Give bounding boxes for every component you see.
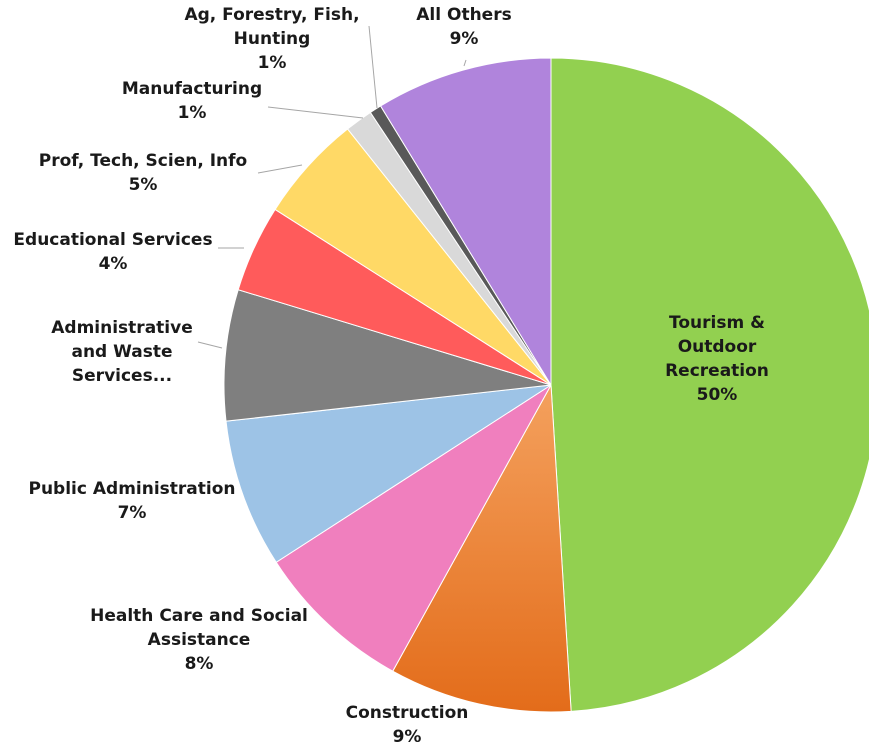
category-label: Manufacturing (122, 79, 262, 99)
category-label: Services... (72, 366, 172, 386)
data-label-all-others: All Others 9% (416, 5, 511, 49)
pie-slice-health-care-and-social-assistance (275, 384, 552, 672)
pie-slice-construction (392, 383, 572, 713)
leader-line (197, 341, 223, 349)
category-label: Tourism & (669, 313, 765, 333)
category-label: Educational Services (13, 230, 212, 250)
category-label: All Others (416, 5, 511, 25)
category-label: and Waste (71, 342, 172, 362)
data-label-prof-tech-scien-info: Prof, Tech, Scien, Info 5% (39, 151, 247, 195)
pie-slice-administrative-and-waste-services (223, 289, 552, 422)
category-label: Construction (346, 703, 469, 723)
percent-label: 4% (99, 254, 128, 274)
leader-line (257, 164, 303, 174)
pie-slice-all-others (379, 57, 552, 387)
category-label: Prof, Tech, Scien, Info (39, 151, 247, 171)
category-label: Assistance (148, 630, 251, 650)
leader-line (463, 59, 467, 67)
percent-label: 50% (697, 385, 738, 405)
percent-label: 8% (185, 654, 214, 674)
category-label: Outdoor (678, 337, 757, 357)
leader-line (267, 106, 364, 119)
category-label: Recreation (665, 361, 769, 381)
pie-slice-public-administration (225, 384, 552, 563)
category-label: Administrative (51, 318, 192, 338)
category-label: Hunting (234, 29, 311, 49)
percent-label: 5% (129, 175, 158, 195)
category-label: Ag, Forestry, Fish, (184, 5, 359, 25)
percent-label: 1% (258, 53, 287, 73)
data-label-educational-services: Educational Services 4% (13, 230, 212, 274)
percent-label: 7% (118, 503, 147, 523)
pie-slice-tourism-outdoor-recreation (550, 57, 869, 712)
data-label-public-administration: Public Administration 7% (28, 479, 235, 523)
data-label-health-care-and-social-assistance: Health Care and Social Assistance 8% (90, 606, 308, 674)
data-label-manufacturing: Manufacturing 1% (122, 79, 262, 123)
category-label: Health Care and Social (90, 606, 308, 626)
percent-label: 9% (450, 29, 479, 49)
data-label-tourism-outdoor-recreation: Tourism & Outdoor Recreation 50% (665, 313, 769, 405)
percent-label: 9% (393, 727, 422, 747)
data-label-construction: Construction 9% (346, 703, 469, 747)
percent-label: 1% (178, 103, 207, 123)
category-label: Public Administration (28, 479, 235, 499)
data-label-administrative-and-waste-services: Administrative and Waste Services... (51, 318, 192, 386)
leader-line (368, 25, 378, 109)
data-label-ag-forestry-fish-hunting: Ag, Forestry, Fish, Hunting 1% (184, 5, 359, 73)
